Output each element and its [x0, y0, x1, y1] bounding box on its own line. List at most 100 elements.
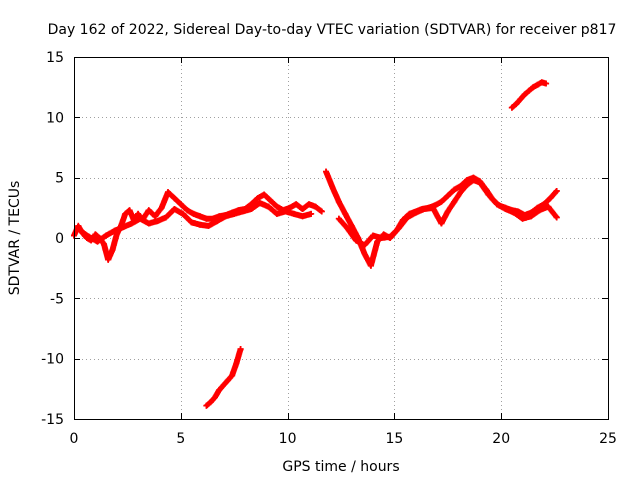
- data-point: [299, 213, 306, 220]
- data-point: [412, 209, 419, 216]
- data-point: [370, 232, 377, 239]
- data-point: [205, 222, 212, 229]
- data-point: [184, 207, 191, 214]
- x-tick-label: 15: [385, 431, 403, 447]
- data-point: [508, 104, 515, 111]
- y-axis-label: SDTVAR / TECUs: [7, 181, 23, 296]
- data-point: [92, 231, 99, 238]
- y-tick-label: 10: [46, 110, 64, 126]
- data-point: [352, 237, 359, 244]
- data-point: [103, 232, 110, 239]
- data-point: [299, 206, 306, 213]
- data-point: [538, 79, 545, 86]
- data-point: [525, 87, 532, 94]
- x-axis-label: GPS time / hours: [282, 459, 399, 475]
- data-point: [100, 241, 107, 248]
- y-tick-label: -10: [41, 352, 64, 368]
- data-point: [224, 377, 231, 384]
- data-point: [536, 207, 543, 214]
- marker-trace: [203, 346, 244, 409]
- x-tick-label: 25: [599, 431, 617, 447]
- x-tick-label: 5: [176, 431, 185, 447]
- data-point: [171, 206, 178, 213]
- x-tick-labels: 0 5 10 15 20 25: [70, 431, 617, 447]
- data-point: [248, 206, 255, 213]
- data-point: [203, 402, 210, 409]
- data-point: [229, 372, 236, 379]
- data-point: [543, 80, 550, 87]
- y-tick-label: 5: [55, 171, 64, 187]
- data-point: [222, 213, 229, 220]
- data-point: [553, 214, 560, 221]
- y-tick-labels: -15 -10 -5 0 5 10 15: [41, 50, 64, 428]
- data-point: [521, 91, 528, 98]
- data-point: [323, 168, 330, 175]
- data-point: [530, 84, 537, 91]
- data-point: [154, 218, 161, 225]
- data-point: [513, 101, 520, 108]
- data-point: [378, 235, 385, 241]
- data-point: [545, 203, 552, 210]
- data-point: [528, 213, 535, 220]
- data-point: [128, 220, 135, 227]
- x-tick-label: 10: [279, 431, 297, 447]
- data-point: [517, 96, 524, 103]
- data-point: [265, 203, 272, 210]
- data-point: [162, 214, 169, 221]
- data-point: [511, 209, 518, 216]
- data-point: [171, 195, 178, 202]
- data-point: [197, 221, 204, 228]
- data-point: [451, 186, 458, 193]
- data-point: [256, 200, 263, 207]
- axis-ticks: [74, 57, 609, 420]
- data-point: [502, 206, 509, 213]
- data-point: [177, 201, 184, 208]
- data-point: [126, 207, 133, 214]
- data-point: [342, 210, 349, 217]
- data-point: [335, 215, 342, 222]
- data-point: [188, 219, 195, 226]
- data-point: [348, 222, 355, 229]
- data-point: [254, 195, 261, 202]
- data-point: [318, 208, 325, 215]
- series-main-track-b: [77, 200, 315, 245]
- data-point: [553, 187, 560, 194]
- data-point: [305, 201, 312, 208]
- data-point: [444, 192, 451, 199]
- data-point: [152, 213, 159, 220]
- data-point: [470, 177, 477, 184]
- data-point: [267, 197, 274, 204]
- data-point: [273, 203, 280, 210]
- data-point: [335, 198, 342, 205]
- y-tick-label: 0: [55, 231, 64, 247]
- series-isolated-track-upper: [508, 79, 550, 111]
- data-point: [476, 179, 483, 186]
- data-point: [105, 256, 112, 263]
- data-point: [145, 207, 152, 214]
- data-point: [361, 242, 368, 249]
- series-main-track-d: [335, 177, 560, 249]
- data-point: [211, 394, 218, 401]
- data-point: [120, 224, 127, 231]
- data-point: [261, 191, 268, 198]
- data-point: [547, 195, 554, 202]
- data-point: [109, 247, 116, 254]
- data-point: [220, 382, 227, 389]
- marker-trace: [508, 79, 550, 111]
- data-point: [203, 215, 210, 222]
- data-point: [158, 204, 165, 211]
- data-point: [485, 191, 492, 198]
- data-point: [214, 218, 221, 225]
- data-point: [329, 184, 336, 191]
- data-point: [395, 225, 402, 232]
- data-point: [282, 208, 289, 215]
- y-tick-label: 15: [46, 50, 64, 66]
- data-point: [444, 208, 451, 215]
- data-point: [534, 81, 541, 88]
- chart-title: Day 162 of 2022, Sidereal Day-to-day VTE…: [48, 22, 617, 38]
- series-isolated-track-lower: [203, 346, 244, 409]
- data-point: [312, 203, 319, 210]
- data-point: [421, 206, 428, 213]
- data-point: [231, 210, 238, 217]
